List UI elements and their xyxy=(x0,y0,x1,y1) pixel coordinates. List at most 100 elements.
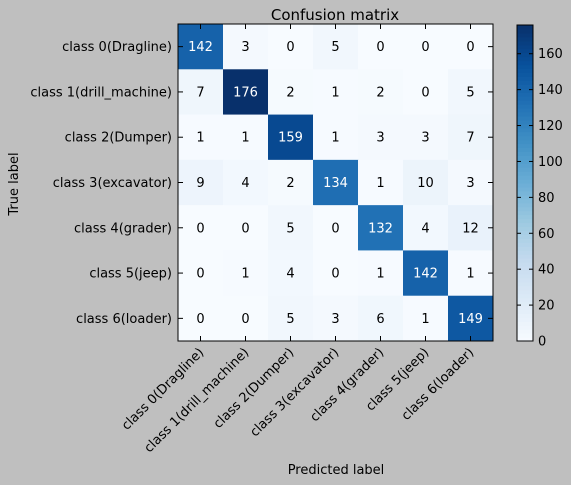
colorbar-segment xyxy=(517,262,533,267)
colorbar-segment xyxy=(517,337,533,342)
colorbar-segment xyxy=(517,317,533,322)
colorbar-segment xyxy=(517,171,533,176)
heatmap-cell xyxy=(358,295,404,342)
colorbar-segment xyxy=(517,214,533,220)
colorbar-segment xyxy=(517,198,533,204)
cell-value-label: 4 xyxy=(286,267,294,282)
cell-value-label: 132 xyxy=(368,221,393,236)
y-tick-label: class 6(loader) xyxy=(76,312,172,327)
heatmap-cell xyxy=(403,69,449,116)
colorbar-segment xyxy=(517,190,533,196)
heatmap-cell xyxy=(178,159,224,206)
cell-value-label: 7 xyxy=(196,85,204,100)
heatmap-cell xyxy=(268,114,314,161)
cell-value-label: 5 xyxy=(286,312,294,327)
colorbar-segment xyxy=(517,131,533,137)
colorbar-segment xyxy=(517,273,533,279)
y-tick-label: class 5(jeep) xyxy=(89,267,172,282)
colorbar-segment xyxy=(517,119,533,125)
heatmap-cell xyxy=(403,159,449,206)
colorbar-segment xyxy=(517,96,533,101)
row-labels: class 0(Dragline) class 1(drill_machine)c… xyxy=(30,40,493,327)
cell-value-label: 0 xyxy=(331,267,339,282)
colorbar-segment xyxy=(517,159,533,164)
colorbar-segment xyxy=(517,56,533,62)
cell-value-label: 0 xyxy=(466,40,474,55)
cell-value-label: 0 xyxy=(376,40,384,55)
cell-value-label: 134 xyxy=(323,176,348,191)
heatmap-cell xyxy=(223,114,269,161)
heatmap-cells: 142 3 0 5 0 0 07 176 2 1 2 0 51 1 159 1 3 3 79 4 2 134 1 10 30 0 5… xyxy=(178,24,494,342)
cell-value-label: 1 xyxy=(241,131,249,146)
cell-value-label: 1 xyxy=(466,267,474,282)
heatmap-cell xyxy=(403,250,449,297)
colorbar-segment xyxy=(517,155,533,160)
colorbar-segment xyxy=(517,84,533,89)
heatmap-cell xyxy=(223,295,269,342)
cell-value-label: 5 xyxy=(466,85,474,100)
colorbar-segment xyxy=(517,48,533,54)
cell-value-label: 159 xyxy=(278,131,303,146)
cell-value-label: 7 xyxy=(466,131,474,146)
colorbar-segment xyxy=(517,325,533,330)
colorbar-tick-label: 20 xyxy=(538,299,555,314)
colorbar-segment xyxy=(517,269,533,275)
heatmap-cell xyxy=(178,250,224,297)
colorbar-segment xyxy=(517,210,533,216)
colorbar-tick-label: 80 xyxy=(538,191,555,206)
y-tick-label: class 3(excavator) xyxy=(53,176,172,191)
colorbar-segment xyxy=(517,72,533,77)
colorbar-segment xyxy=(517,28,533,34)
colorbar-tick-label: 120 xyxy=(538,119,563,134)
colorbar-segment xyxy=(517,321,533,326)
colorbar-segment xyxy=(517,167,533,172)
heatmap-cell xyxy=(223,159,269,206)
colorbar-segment xyxy=(517,254,533,259)
colorbar-segment xyxy=(517,265,533,271)
colorbar-segment xyxy=(517,297,533,303)
colorbar-segment xyxy=(517,111,533,117)
x-axis-label: Predicted label xyxy=(288,463,385,478)
colorbar-segment xyxy=(517,36,533,42)
y-tick-label: class 1(drill_machine) xyxy=(30,85,172,100)
heatmap-cell xyxy=(178,114,224,161)
chart-title: Confusion matrix xyxy=(271,6,399,24)
y-axis-label: True label xyxy=(7,152,22,216)
colorbar-segment xyxy=(517,186,533,192)
cell-value-label: 0 xyxy=(421,40,429,55)
cell-value-label: 3 xyxy=(376,131,384,146)
heatmap-cell xyxy=(358,114,404,161)
colorbar-segment xyxy=(517,333,533,338)
colorbar-segment xyxy=(517,115,533,121)
colorbar-segment xyxy=(517,175,533,180)
cell-value-label: 6 xyxy=(376,312,384,327)
cell-value-label: 0 xyxy=(331,221,339,236)
colorbar-segment xyxy=(517,226,533,231)
colorbar-segment xyxy=(517,246,533,251)
colorbar-segment xyxy=(517,206,533,212)
colorbar-segment xyxy=(517,92,533,97)
heatmap-cell xyxy=(403,205,449,251)
heatmap-cell xyxy=(403,114,449,161)
cell-value-label: 1 xyxy=(376,176,384,191)
colorbar-segment xyxy=(517,277,533,283)
cell-value-label: 1 xyxy=(241,267,249,282)
colorbar-segment xyxy=(517,139,533,145)
colorbar-segment xyxy=(517,250,533,255)
heatmap-cell xyxy=(448,250,494,297)
heatmap-cell xyxy=(313,295,359,342)
heatmap-cell xyxy=(358,159,404,206)
heatmap-cell xyxy=(313,69,359,116)
heatmap-cell xyxy=(403,24,449,70)
colorbar-segment xyxy=(517,293,533,299)
cell-value-label: 3 xyxy=(421,131,429,146)
colorbar-segment xyxy=(517,281,533,287)
x-tick-label: class 2(Dumper) xyxy=(211,345,297,431)
heatmap-cell xyxy=(268,295,314,342)
cell-value-label: 0 xyxy=(196,312,204,327)
heatmap-cell xyxy=(448,205,494,251)
cell-value-label: 0 xyxy=(286,40,294,55)
cell-value-label: 3 xyxy=(331,312,339,327)
colorbar-segment xyxy=(517,289,533,295)
heatmap-cell xyxy=(313,24,359,70)
